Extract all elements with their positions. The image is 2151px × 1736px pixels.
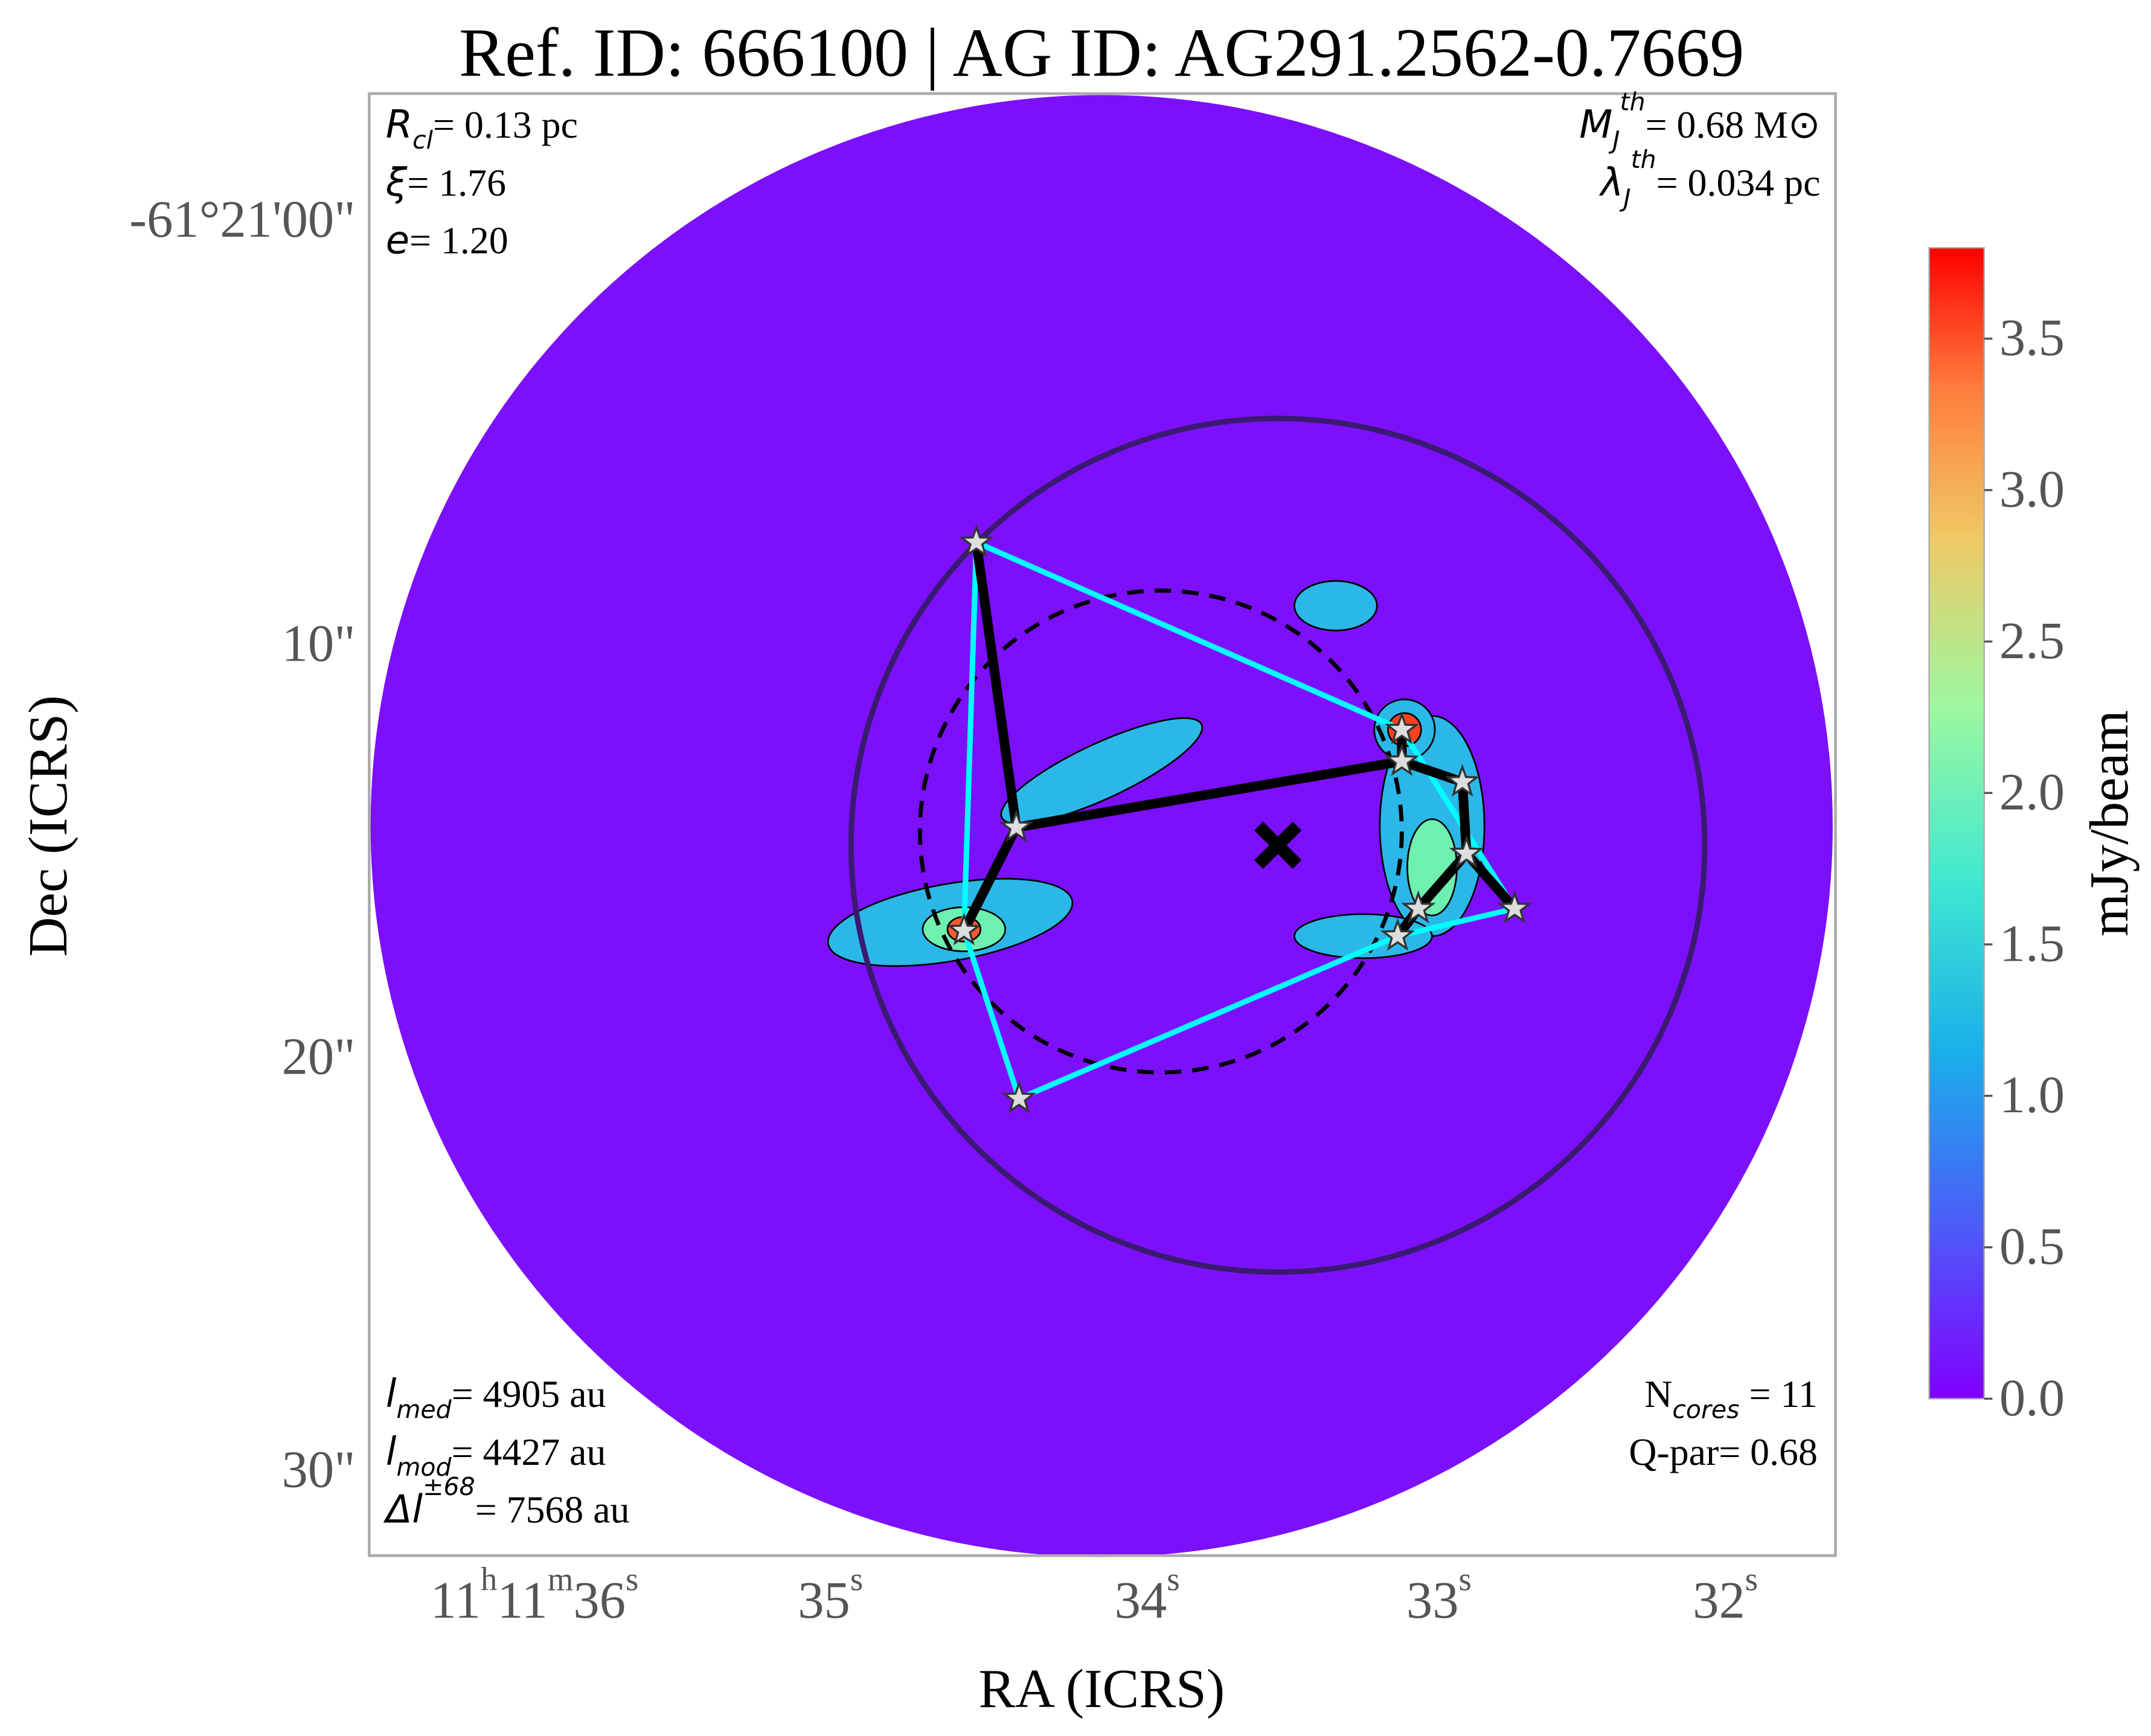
annotation-symbol: R <box>386 103 412 147</box>
x-tick-number: 36 <box>573 1571 626 1629</box>
annotation-symbol: l <box>386 1372 397 1417</box>
annotation-symbol: l <box>386 1430 397 1475</box>
x-tick-label: 11h11m36s <box>431 1560 639 1629</box>
x-tick-label: 32s <box>1693 1560 1758 1629</box>
colorbar-tick-label: 1.0 <box>1999 1066 2065 1124</box>
core-star <box>1384 711 1420 745</box>
annotation-text: = 1.76 <box>407 161 506 204</box>
x-tick-label: 34s <box>1115 1560 1180 1629</box>
x-tick-number: 33 <box>1406 1571 1459 1629</box>
core-star <box>1384 743 1420 777</box>
x-tick-unit: s <box>626 1560 638 1597</box>
y-tick-label: 30" <box>282 1440 356 1498</box>
colorbar-tick-label: 1.5 <box>1999 914 2065 972</box>
annotation-symbol: λ <box>1599 161 1624 205</box>
x-label: RA (ICRS) <box>978 1658 1225 1719</box>
frame <box>368 92 1837 1557</box>
y-tick-label: -61°21'00" <box>129 190 355 248</box>
annotation: e= 1.20 <box>386 219 508 263</box>
annotation-text: = 4427 au <box>452 1430 606 1473</box>
annotation: Rcl= 0.13 pc <box>386 103 578 155</box>
annotation-text: = 11 <box>1740 1372 1818 1415</box>
x-tick-unit: s <box>850 1560 863 1597</box>
annotation-symbol: M <box>1579 103 1612 147</box>
title: Ref. ID: 666100 | AG ID: AG291.2562-0.76… <box>459 14 1744 91</box>
annotation: λJth= 0.034 pc <box>1599 145 1821 213</box>
annotation-symbol: Δl <box>383 1488 423 1533</box>
annotation-symbol: ξ <box>385 161 408 205</box>
core-star <box>959 524 994 557</box>
annotation: Δl±68= 7568 au <box>383 1472 630 1533</box>
x-tick-label: 35s <box>798 1560 863 1629</box>
x-tick-unit: h <box>481 1560 497 1597</box>
annotation-text: Q-par= 0.68 <box>1629 1430 1818 1473</box>
dashed-circle <box>917 588 1404 1075</box>
x-tick-label: 33s <box>1406 1560 1472 1629</box>
annotation-text: = 0.13 pc <box>433 103 578 146</box>
colorbar-label: mJy/beam <box>2079 710 2140 937</box>
annotation-text: = 0.034 pc <box>1656 161 1821 204</box>
core-star <box>1444 763 1480 797</box>
annotation-sup: th <box>1631 145 1656 174</box>
annotation-text: = 1.20 <box>409 219 508 262</box>
annotation-sub: cl <box>412 126 434 155</box>
annotation-text: = 4905 au <box>452 1372 606 1415</box>
core-star <box>1001 1080 1037 1113</box>
core-star <box>1400 890 1436 924</box>
x-tick-number: 11 <box>497 1571 547 1629</box>
colorbar-tick-label: 0.5 <box>1999 1217 2065 1275</box>
colorbar-tick-label: 2.5 <box>1999 612 2065 670</box>
x-tick-number: 11 <box>431 1571 481 1629</box>
core-star <box>999 809 1034 842</box>
annotation-sup: ±68 <box>423 1472 475 1501</box>
colorbar-tick-label: 3.0 <box>1999 460 2065 518</box>
x-tick-number: 35 <box>798 1571 850 1629</box>
x-tick-number: 34 <box>1115 1571 1167 1629</box>
x-tick-unit: s <box>1745 1560 1758 1597</box>
annotation-sub: cores <box>1672 1395 1739 1424</box>
core-star <box>1497 890 1533 924</box>
annotation-sup: th <box>1620 87 1646 116</box>
center-marker <box>1254 821 1302 870</box>
x-tick-unit: s <box>1167 1560 1179 1597</box>
annotation-sub: med <box>396 1395 452 1424</box>
annotation: Ncores = 11 <box>1644 1372 1818 1424</box>
annotation-symbol: e <box>386 219 409 263</box>
cores <box>946 524 1533 1113</box>
annotation-text: N <box>1644 1372 1672 1415</box>
annotation: MJth= 0.68 M⊙ <box>1579 87 1820 155</box>
annotation-sub: mod <box>396 1453 452 1482</box>
x-tick-unit: m <box>548 1560 574 1597</box>
y-label: Dec (ICRS) <box>18 695 79 956</box>
colorbar-tick-label: 3.5 <box>1999 309 2065 367</box>
field <box>370 95 1833 1557</box>
x-tick-unit: s <box>1459 1560 1472 1597</box>
colorbar-tick-label: 2.0 <box>1999 763 2065 821</box>
annotation: lmed= 4905 au <box>386 1372 606 1424</box>
x-tick-number: 32 <box>1693 1571 1745 1629</box>
y-tick-label: 10" <box>282 614 356 672</box>
core-star <box>1449 835 1484 868</box>
cluster-circle <box>848 415 1708 1275</box>
map <box>370 95 1833 1557</box>
annotation: Q-par= 0.68 <box>1629 1430 1818 1473</box>
core-star <box>946 912 982 946</box>
annotation-text: = 0.68 M⊙ <box>1646 103 1821 146</box>
colorbar <box>1928 247 1985 1400</box>
annotation: ξ= 1.76 <box>385 161 506 205</box>
annotation: lmod= 4427 au <box>386 1430 606 1482</box>
y-tick-label: 20" <box>282 1027 356 1085</box>
colorbar-tick-label: 0.0 <box>1999 1369 2065 1427</box>
annotation-text: = 7568 au <box>475 1488 630 1531</box>
core-star <box>1380 918 1415 951</box>
